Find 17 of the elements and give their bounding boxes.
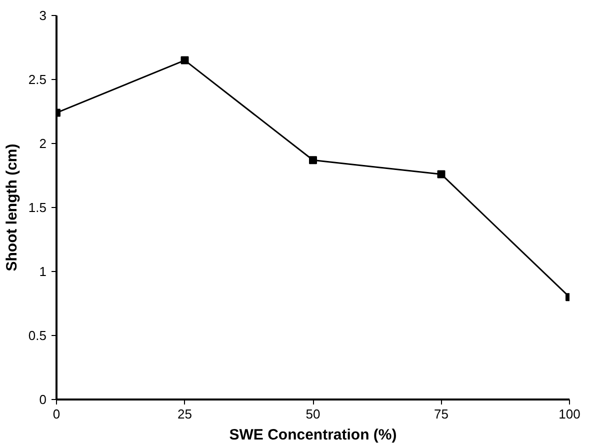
x-tick-label: 25 xyxy=(178,406,192,422)
y-axis-title: Shoot length (cm) xyxy=(3,144,20,272)
y-tick-label: 2 xyxy=(39,136,47,151)
x-tick-label: 75 xyxy=(434,406,448,422)
x-tick-label: 0 xyxy=(52,406,60,422)
y-tick-label: 2.5 xyxy=(28,72,47,87)
point xyxy=(437,170,446,178)
y-tick-label: 0.5 xyxy=(28,328,47,343)
point xyxy=(180,56,189,64)
x-tick-label: 100 xyxy=(558,406,580,422)
y-tick-label: 1.5 xyxy=(28,200,47,215)
y-tick-label: 3 xyxy=(39,8,47,23)
x-axis-title: SWE Concentration (%) xyxy=(229,426,397,444)
y-tick-label: 1 xyxy=(39,264,47,279)
x-tick-label: 50 xyxy=(306,406,320,422)
point xyxy=(309,156,317,164)
y-tick-label: 0 xyxy=(39,392,47,407)
